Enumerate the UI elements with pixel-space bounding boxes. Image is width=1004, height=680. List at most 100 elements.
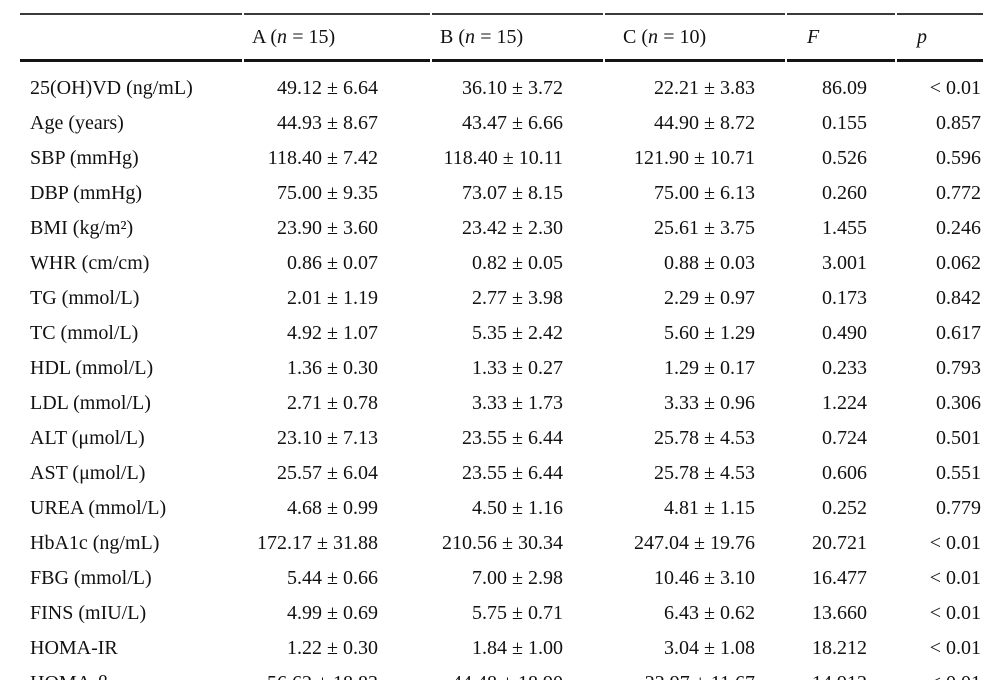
table-row: HDL (mmol/L) 1.36 ± 0.30 1.33 ± 0.27 1.29 ±… — [20, 350, 983, 385]
value-group-c: 4.81 ± 1.15 — [664, 496, 755, 519]
header-group-c-suffix: = 10) — [658, 26, 707, 48]
header-group-c: C (n = 10) — [605, 13, 785, 62]
row-label: DBP (mmHg) — [30, 181, 143, 204]
value-f: 0.233 — [822, 356, 867, 379]
value-p: 0.062 — [936, 251, 981, 274]
value-group-a: 56.62 ± 18.83 — [244, 665, 430, 680]
table-row: TG (mmol/L) 2.01 ± 1.19 2.77 ± 3.98 2.29 ± … — [20, 280, 983, 315]
value-group-b: 2.77 ± 3.98 — [472, 286, 563, 309]
value-group-a: 23.90 ± 3.60 — [277, 216, 378, 239]
header-group-b: B (n = 15) — [432, 13, 603, 62]
header-group-b-n: n — [465, 26, 476, 48]
value-group-c: 1.29 ± 0.17 — [664, 356, 755, 379]
value-group-b: 3.33 ± 1.73 — [472, 391, 563, 414]
value-p: < 0.01 — [929, 531, 981, 554]
value-group-a: 4.99 ± 0.69 — [287, 601, 378, 624]
value-p: 0.596 — [936, 146, 981, 169]
value-group-a: 1.22 ± 0.30 — [287, 636, 378, 659]
value-group-c: 247.04 ± 19.76 — [634, 531, 755, 554]
row-label: BMI (kg/m²) — [30, 216, 134, 239]
value-f: 20.721 — [812, 531, 867, 554]
value-p: 0.842 — [936, 286, 981, 309]
value-group-c: 75.00 ± 6.13 — [654, 181, 755, 204]
value-p: 0.779 — [936, 496, 981, 519]
table-row: HOMA-IR 1.22 ± 0.30 1.84 ± 1.00 3.04 ± 1.08… — [20, 630, 983, 665]
value-group-c: 25.61 ± 3.75 — [654, 216, 755, 239]
row-label: LDL (mmol/L) — [30, 391, 151, 414]
value-group-b: 5.35 ± 2.42 — [472, 321, 563, 344]
value-group-a: 75.00 ± 9.35 — [277, 181, 378, 204]
value-f: 0.526 — [822, 146, 867, 169]
row-label: FINS (mIU/L) — [30, 601, 147, 624]
value-group-c: 3.04 ± 1.08 — [664, 636, 755, 659]
header-row: A (n = 15) B (n = 15) C (n = 10) F p — [20, 13, 983, 62]
table-row: ALT (μmol/L) 23.10 ± 7.13 23.55 ± 6.44 25.7… — [20, 420, 983, 455]
table-row: 25(OH)VD (ng/mL) 49.12 ± 6.64 36.10 ± 3.72… — [20, 62, 983, 105]
value-group-b: 73.07 ± 8.15 — [462, 181, 563, 204]
value-p: 0.551 — [936, 461, 981, 484]
row-label: UREA (mmol/L) — [30, 496, 167, 519]
header-stub-cell — [20, 13, 242, 62]
value-group-a: 0.86 ± 0.07 — [287, 251, 378, 274]
row-label: HDL (mmol/L) — [30, 356, 154, 379]
value-group-a: 118.40 ± 7.42 — [267, 146, 378, 169]
value-group-c: 2.29 ± 0.97 — [664, 286, 755, 309]
value-group-b: 5.75 ± 0.71 — [472, 601, 563, 624]
header-group-a-n: n — [277, 26, 288, 48]
value-p: < 0.01 — [929, 566, 981, 589]
value-group-c: 22.97 ± 11.67 — [605, 665, 785, 680]
value-group-b: 118.40 ± 10.11 — [443, 146, 564, 169]
table-row: HbA1c (ng/mL) 172.17 ± 31.88 210.56 ± 30.3… — [20, 525, 983, 560]
row-label: HbA1c (ng/mL) — [30, 531, 160, 554]
header-f-label: F — [807, 26, 820, 48]
value-group-c: 25.78 ± 4.53 — [654, 426, 755, 449]
value-group-c: 44.90 ± 8.72 — [654, 111, 755, 134]
header-group-b-suffix: = 15) — [475, 26, 524, 48]
value-f: 3.001 — [822, 251, 867, 274]
value-p: 0.306 — [936, 391, 981, 414]
row-label: SBP (mmHg) — [30, 146, 139, 169]
value-group-a: 2.71 ± 0.78 — [287, 391, 378, 414]
header-group-a: A (n = 15) — [244, 13, 430, 62]
value-group-b: 36.10 ± 3.72 — [462, 76, 563, 99]
row-label: WHR (cm/cm) — [30, 251, 150, 274]
header-f-statistic: F — [787, 13, 895, 62]
value-group-c: 0.88 ± 0.03 — [664, 251, 755, 274]
table-row: LDL (mmol/L) 2.71 ± 0.78 3.33 ± 1.73 3.33 ±… — [20, 385, 983, 420]
table-row: HOMA-β56.62 ± 18.8344.48 ± 18.9022.97 ± … — [20, 665, 983, 680]
value-group-b: 44.48 ± 18.90 — [432, 665, 603, 680]
value-p: < 0.01 — [929, 76, 981, 99]
table-row: DBP (mmHg) 75.00 ± 9.35 73.07 ± 8.15 75.00 … — [20, 175, 983, 210]
value-f: 0.490 — [822, 321, 867, 344]
value-group-b: 23.55 ± 6.44 — [462, 461, 563, 484]
value-f: 18.212 — [812, 636, 867, 659]
table-row: WHR (cm/cm) 0.86 ± 0.07 0.82 ± 0.05 0.88 ± … — [20, 245, 983, 280]
table-row: UREA (mmol/L) 4.68 ± 0.99 4.50 ± 1.16 4.81 … — [20, 490, 983, 525]
row-label: HOMA-IR — [30, 636, 118, 659]
value-p: < 0.01 — [897, 665, 983, 680]
value-group-a: 2.01 ± 1.19 — [287, 286, 378, 309]
value-p: < 0.01 — [929, 601, 981, 624]
value-f: 0.252 — [822, 496, 867, 519]
row-label: AST (μmol/L) — [30, 461, 146, 484]
value-f: 13.660 — [812, 601, 867, 624]
value-f: 0.260 — [822, 181, 867, 204]
value-p: 0.501 — [936, 426, 981, 449]
value-group-c: 3.33 ± 0.96 — [664, 391, 755, 414]
value-group-a: 4.92 ± 1.07 — [287, 321, 378, 344]
table-row: BMI (kg/m²) 23.90 ± 3.60 23.42 ± 2.30 25.61… — [20, 210, 983, 245]
value-p: 0.772 — [936, 181, 981, 204]
value-group-c: 5.60 ± 1.29 — [664, 321, 755, 344]
header-group-c-n: n — [648, 26, 659, 48]
value-group-a: 44.93 ± 8.67 — [277, 111, 378, 134]
value-group-a: 49.12 ± 6.64 — [277, 76, 378, 99]
table-row: FBG (mmol/L) 5.44 ± 0.66 7.00 ± 2.98 10.46 … — [20, 560, 983, 595]
value-group-b: 210.56 ± 30.34 — [442, 531, 563, 554]
value-f: 86.09 — [822, 76, 867, 99]
value-f: 0.724 — [822, 426, 867, 449]
row-label: TC (mmol/L) — [30, 321, 139, 344]
table-row: TC (mmol/L) 4.92 ± 1.07 5.35 ± 2.42 5.60 ± … — [20, 315, 983, 350]
row-label: ALT (μmol/L) — [30, 426, 145, 449]
table-row: SBP (mmHg) 118.40 ± 7.42 118.40 ± 10.11 121… — [20, 140, 983, 175]
